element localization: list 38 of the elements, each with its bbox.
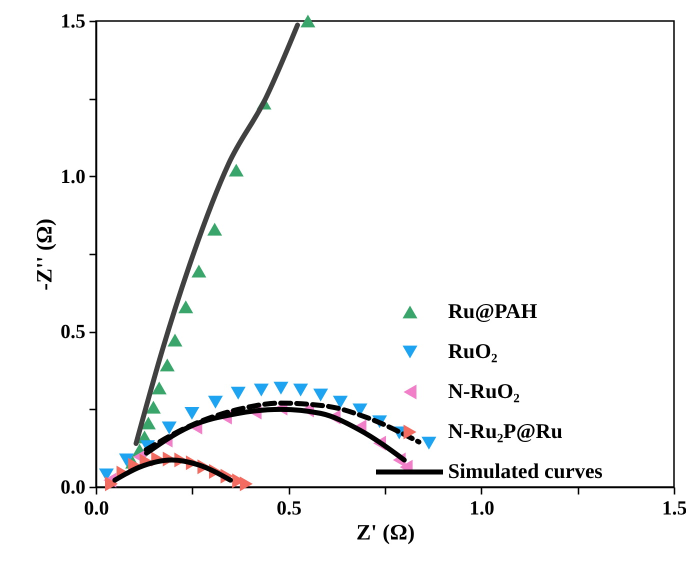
point <box>162 422 177 434</box>
point <box>313 388 328 402</box>
x-tick-label: 0.5 <box>276 498 302 520</box>
y-tick-label: 0.0 <box>60 476 86 498</box>
point <box>119 454 134 466</box>
x-tick-label: 1.5 <box>662 498 686 520</box>
x-tick-label: 0.0 <box>84 498 109 520</box>
point <box>178 300 194 314</box>
point <box>104 476 118 492</box>
point <box>274 382 288 395</box>
point <box>140 416 156 430</box>
x-tick-label: 1.0 <box>469 498 494 520</box>
point <box>300 14 316 28</box>
y-tick-label: 1.0 <box>60 166 86 188</box>
legend-label: N-RuO₂ <box>448 379 520 403</box>
point <box>191 264 206 278</box>
legend-label: N-Ru₂P@Ru <box>448 419 563 443</box>
point <box>422 436 436 450</box>
legend-label: Simulated curves <box>448 459 603 483</box>
x-axis-title: Z' (Ω) <box>356 520 415 544</box>
y-tick-label: 1.5 <box>60 10 86 32</box>
point <box>207 222 222 236</box>
point <box>184 406 200 420</box>
point <box>160 358 175 372</box>
legend-label: RuO₂ <box>448 339 498 363</box>
point <box>146 400 161 414</box>
point <box>332 396 348 409</box>
point <box>228 164 244 177</box>
y-axis-title: -Z'' (Ω) <box>32 218 56 290</box>
point <box>240 476 253 492</box>
point <box>168 334 182 346</box>
legend-label: Ru@PAH <box>448 299 538 323</box>
point <box>152 381 167 394</box>
point <box>293 384 308 396</box>
point <box>208 396 223 409</box>
point <box>230 386 246 400</box>
point <box>254 384 269 396</box>
y-tick-label: 0.5 <box>60 321 86 344</box>
